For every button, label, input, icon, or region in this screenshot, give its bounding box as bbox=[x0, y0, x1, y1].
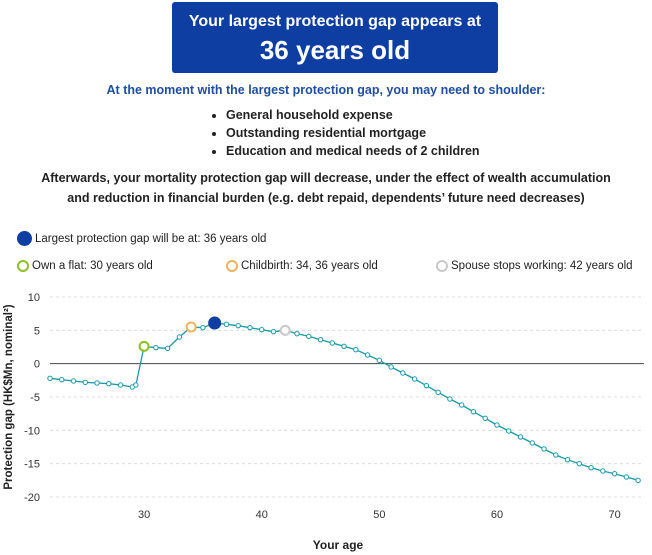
list-item: Education and medical needs of 2 childre… bbox=[226, 142, 480, 160]
data-point bbox=[576, 460, 583, 467]
shoulder-subheading: At the moment with the largest protectio… bbox=[106, 83, 546, 97]
data-point bbox=[494, 422, 500, 428]
legend-spouse: Spouse stops working: 42 years old bbox=[436, 260, 633, 272]
data-point bbox=[176, 334, 183, 340]
burden-list: General household expense Outstanding re… bbox=[208, 106, 480, 160]
data-point bbox=[635, 477, 641, 484]
y-tick-label: -10 bbox=[24, 425, 40, 437]
legend-main-label: Largest protection gap will be at: 36 ye… bbox=[35, 232, 267, 245]
x-tick-label: 30 bbox=[138, 509, 150, 521]
data-point bbox=[435, 389, 441, 396]
legend-spouse-label: Spouse stops working: 42 years old bbox=[451, 260, 633, 272]
data-point bbox=[235, 322, 241, 329]
data-point bbox=[47, 375, 53, 382]
y-tick-label: -20 bbox=[24, 492, 40, 504]
data-point bbox=[153, 344, 159, 351]
data-point bbox=[623, 474, 630, 480]
headline-age: 36 years old bbox=[259, 35, 411, 65]
data-point bbox=[200, 324, 206, 331]
data-point bbox=[82, 379, 88, 386]
data-point bbox=[400, 370, 406, 376]
spouse-event-marker bbox=[279, 324, 291, 336]
data-point bbox=[247, 324, 253, 331]
x-tick-label: 40 bbox=[256, 509, 268, 521]
flat-event-marker bbox=[138, 340, 150, 352]
largest-gap-dot-icon bbox=[17, 231, 32, 246]
data-point bbox=[94, 380, 100, 386]
data-point bbox=[270, 328, 277, 335]
data-point bbox=[588, 464, 594, 471]
x-tick-label: 70 bbox=[608, 509, 620, 521]
data-point bbox=[564, 456, 571, 463]
data-point bbox=[541, 446, 547, 452]
y-tick-label: -15 bbox=[24, 459, 40, 471]
data-point bbox=[117, 382, 124, 388]
legend-childbirth-label: Childbirth: 34, 36 years old bbox=[241, 260, 378, 272]
data-point bbox=[423, 382, 430, 389]
list-item: General household expense bbox=[226, 106, 480, 124]
legend-main: Largest protection gap will be at: 36 ye… bbox=[17, 231, 266, 246]
data-point bbox=[59, 376, 65, 383]
data-point bbox=[470, 408, 477, 415]
data-point bbox=[364, 352, 371, 358]
x-axis-title: Your age bbox=[312, 538, 364, 552]
legend-own-flat-label: Own a flat: 30 years old bbox=[32, 260, 153, 272]
headline-banner: Your largest protection gap appears at 3… bbox=[172, 2, 498, 73]
spouse-ring-icon bbox=[436, 260, 448, 272]
list-item: Outstanding residential mortgage bbox=[226, 124, 480, 142]
gap-series-line bbox=[49, 322, 639, 481]
y-tick-label: 10 bbox=[28, 292, 40, 304]
y-tick-label: -5 bbox=[30, 392, 40, 404]
data-point bbox=[164, 345, 171, 352]
data-point bbox=[306, 333, 312, 340]
data-point bbox=[317, 336, 324, 343]
data-point bbox=[70, 378, 77, 384]
data-point bbox=[458, 402, 465, 408]
data-point bbox=[600, 468, 606, 474]
data-point bbox=[529, 440, 535, 446]
y-tick-label: 0 bbox=[34, 359, 40, 371]
data-point bbox=[341, 343, 347, 350]
data-point bbox=[482, 415, 488, 422]
data-point bbox=[329, 340, 335, 346]
afterwards-paragraph: Afterwards, your mortality protection ga… bbox=[41, 171, 611, 205]
data-point bbox=[376, 357, 383, 364]
data-point bbox=[133, 382, 139, 388]
data-point bbox=[259, 326, 265, 333]
own-flat-ring-icon bbox=[17, 260, 29, 272]
x-tick-label: 60 bbox=[491, 509, 503, 521]
childbirth-event-marker bbox=[185, 321, 197, 333]
legend-childbirth: Childbirth: 34, 36 years old bbox=[226, 260, 378, 272]
data-point bbox=[294, 330, 300, 337]
data-point bbox=[517, 434, 524, 440]
data-point bbox=[106, 380, 112, 387]
y-axis-title: Protection gap (HK$Mn, nominal²) bbox=[3, 304, 15, 489]
x-tick-label: 50 bbox=[373, 509, 385, 521]
data-point bbox=[223, 321, 230, 328]
headline-line-1: Your largest protection gap appears at bbox=[188, 13, 482, 30]
data-point bbox=[388, 364, 394, 370]
largest-gap-marker bbox=[208, 316, 222, 330]
data-point bbox=[411, 376, 418, 382]
data-point bbox=[447, 396, 453, 402]
childbirth-ring-icon bbox=[226, 260, 238, 272]
data-point bbox=[353, 346, 359, 353]
protection-gap-chart: -20 -15 -10 -5 0 5 10 30 40 50 60 70 Protection gap … bbox=[3, 292, 644, 521]
data-point bbox=[506, 428, 512, 434]
legend-own-flat: Own a flat: 30 years old bbox=[17, 260, 153, 272]
data-point bbox=[553, 452, 559, 458]
data-point bbox=[611, 470, 618, 477]
y-tick-label: 5 bbox=[34, 325, 40, 337]
